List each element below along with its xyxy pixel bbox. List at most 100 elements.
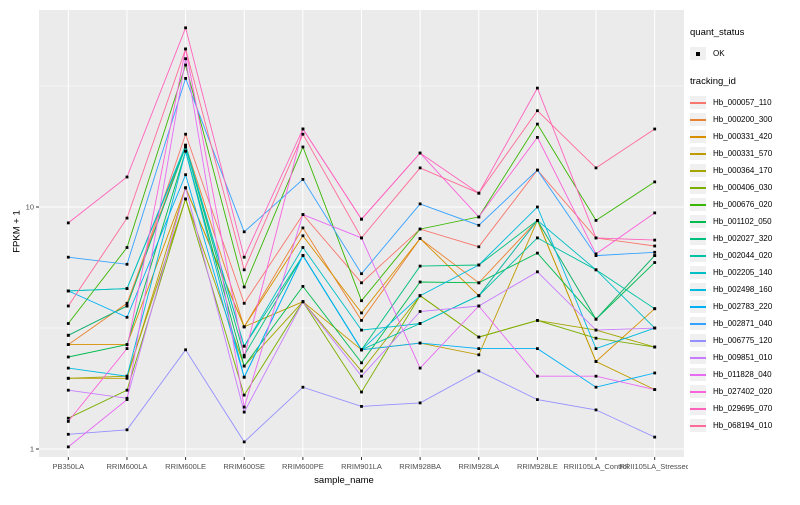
legend-key-box bbox=[690, 249, 706, 262]
legend-item-label: Hb_029695_070 bbox=[713, 404, 773, 413]
data-point bbox=[125, 175, 129, 179]
data-point bbox=[125, 301, 129, 305]
legend-item-Hb_029695_070: Hb_029695_070 bbox=[690, 400, 798, 417]
legend-item-Hb_068194_010: Hb_068194_010 bbox=[690, 417, 798, 434]
legend-item-Hb_000676_020: Hb_000676_020 bbox=[690, 196, 798, 213]
data-point bbox=[360, 272, 363, 276]
legend-item-label: Hb_000331_570 bbox=[713, 149, 773, 158]
data-point bbox=[594, 347, 598, 350]
data-point bbox=[301, 213, 305, 216]
data-point bbox=[242, 268, 246, 272]
legend-key-box bbox=[690, 334, 706, 347]
data-point bbox=[242, 230, 246, 234]
data-point bbox=[301, 385, 305, 389]
legend-item-label: Hb_001102_050 bbox=[713, 217, 772, 226]
data-point bbox=[360, 236, 363, 240]
data-point bbox=[66, 322, 70, 325]
legend-item-label: Hb_000676_020 bbox=[713, 200, 773, 209]
legend-key-box bbox=[690, 266, 706, 279]
x-tick-label: RRIM600SE bbox=[223, 462, 265, 471]
legend-item-Hb_000364_170: Hb_000364_170 bbox=[690, 162, 798, 179]
data-point bbox=[66, 355, 70, 359]
legend-item-Hb_002044_020: Hb_002044_020 bbox=[690, 247, 798, 264]
legend-key-box bbox=[690, 232, 706, 245]
legend-line-swatch bbox=[690, 254, 706, 257]
data-point bbox=[301, 285, 305, 288]
legend-line-swatch bbox=[690, 135, 706, 138]
legend-key-box bbox=[690, 368, 706, 381]
data-point bbox=[360, 369, 363, 373]
legend-key-box bbox=[690, 385, 706, 398]
data-point bbox=[653, 388, 657, 391]
legend-key-box bbox=[690, 317, 706, 330]
data-point bbox=[653, 326, 657, 330]
data-point bbox=[418, 401, 422, 405]
data-point bbox=[301, 226, 305, 230]
tracking-id-legend-list: Hb_000057_110 Hb_000200_300 Hb_000331_420 H… bbox=[690, 94, 798, 434]
data-point bbox=[242, 353, 246, 357]
data-point bbox=[242, 255, 246, 259]
data-point bbox=[418, 366, 422, 370]
data-point bbox=[418, 341, 422, 345]
data-point bbox=[360, 390, 363, 394]
data-point bbox=[66, 366, 70, 370]
data-point bbox=[184, 149, 187, 153]
x-tick-label: RRIM901LA bbox=[341, 462, 382, 471]
legend-key-box bbox=[690, 300, 706, 313]
data-point bbox=[66, 221, 70, 225]
data-point bbox=[653, 180, 657, 184]
legend-item-Hb_000331_570: Hb_000331_570 bbox=[690, 145, 798, 162]
data-point bbox=[242, 344, 246, 348]
legend-item-Hb_001102_050: Hb_001102_050 bbox=[690, 213, 798, 230]
data-point bbox=[184, 348, 187, 352]
data-point bbox=[301, 246, 305, 249]
data-point bbox=[184, 173, 187, 177]
legend-item-label: Hb_006775_120 bbox=[713, 336, 773, 345]
legend-line-swatch bbox=[690, 339, 706, 342]
data-point bbox=[360, 299, 363, 303]
data-point bbox=[594, 166, 598, 170]
data-point bbox=[653, 244, 657, 248]
data-point bbox=[594, 385, 598, 389]
expression-profile-chart: PB350LA RRIM600LA RRIM600LE RRIM600SE RRIM60… bbox=[12, 10, 690, 486]
data-point bbox=[242, 325, 246, 329]
legend-item-Hb_011828_040: Hb_011828_040 bbox=[690, 366, 798, 383]
legend-item-Hb_000406_030: Hb_000406_030 bbox=[690, 179, 798, 196]
legend-item-label: Hb_000331_420 bbox=[713, 132, 773, 141]
x-axis-title: sample_name bbox=[314, 475, 374, 486]
data-point bbox=[477, 215, 481, 219]
x-tick-label: RRIM928LA bbox=[458, 462, 499, 471]
legend-item-label: Hb_000364_170 bbox=[713, 166, 773, 175]
x-tick-label: RRIM928BA bbox=[399, 462, 441, 471]
y-tick-label: 10 bbox=[26, 203, 34, 212]
legend-line-swatch bbox=[690, 237, 706, 240]
data-point bbox=[301, 254, 305, 257]
data-point bbox=[536, 236, 539, 240]
data-point bbox=[418, 151, 422, 155]
data-point bbox=[477, 335, 481, 339]
data-point bbox=[66, 420, 70, 423]
data-point bbox=[477, 263, 481, 267]
data-point bbox=[653, 254, 657, 257]
data-point bbox=[125, 287, 129, 290]
legend-line-swatch bbox=[690, 169, 706, 172]
legend-key-box bbox=[690, 419, 706, 432]
data-point bbox=[536, 319, 539, 322]
data-point bbox=[360, 328, 363, 332]
data-point bbox=[360, 374, 363, 378]
data-point bbox=[184, 132, 187, 136]
data-point bbox=[360, 319, 363, 322]
data-point bbox=[301, 178, 305, 181]
data-point bbox=[477, 369, 481, 373]
legend-item-label: Hb_002027_320 bbox=[713, 234, 773, 243]
data-point bbox=[360, 348, 363, 352]
legend-item-label: Hb_068194_010 bbox=[713, 421, 773, 430]
data-point bbox=[536, 374, 539, 378]
data-point bbox=[242, 355, 246, 359]
data-point bbox=[125, 428, 129, 432]
data-point bbox=[360, 311, 363, 315]
data-point bbox=[125, 398, 129, 401]
data-point bbox=[594, 254, 598, 257]
data-point bbox=[360, 405, 363, 408]
legend-item-label: Hb_002498_160 bbox=[713, 285, 773, 294]
